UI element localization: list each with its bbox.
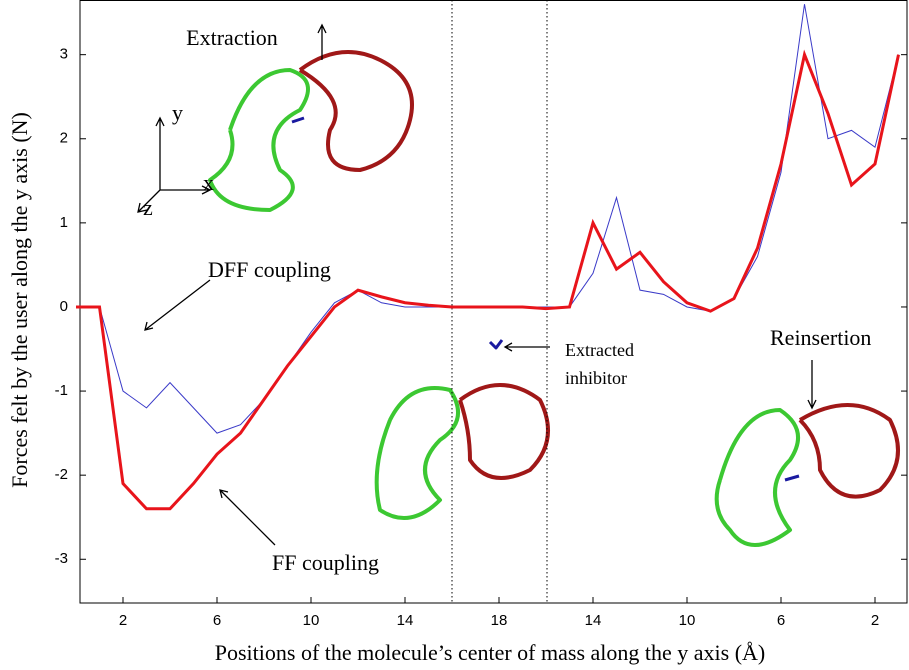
protein-images [208,50,900,547]
annotation: x [203,170,214,195]
annotation: DFF coupling [208,257,331,282]
x-tick-label: 14 [585,612,602,629]
x-tick-label: 10 [679,612,696,629]
y-tick-label: 1 [60,214,68,231]
x-tick-label: 10 [303,612,320,629]
y-tick-label: -3 [55,550,68,567]
x-axis-label: Positions of the molecule’s center of ma… [215,640,766,665]
series-line [76,49,900,511]
annotation: y [172,100,183,125]
annotation: FF coupling [272,550,379,575]
y-tick-label: -2 [55,466,68,483]
annotation: Reinsertion [770,325,871,350]
x-tick-label: 2 [871,612,879,629]
y-tick-label: 2 [60,130,68,147]
x-tick-label: 6 [777,612,785,629]
series-line [76,4,899,434]
annotation: z [143,195,153,220]
y-tick-label: -1 [55,382,68,399]
annotation: inhibitor [565,368,627,388]
y-tick-label: 0 [60,298,68,315]
x-tick-label: 2 [119,612,127,629]
x-tick-label: 14 [397,612,414,629]
plot-frame [79,0,908,604]
y-tick-label: 3 [60,46,68,63]
annotation: Extraction [186,25,278,50]
x-tick-label: 6 [213,612,221,629]
annotation: Extracted [565,340,634,360]
y-axis-label: Forces felt by the user along the y axis… [7,112,32,488]
x-tick-label: 18 [491,612,508,629]
arrows [137,23,817,546]
